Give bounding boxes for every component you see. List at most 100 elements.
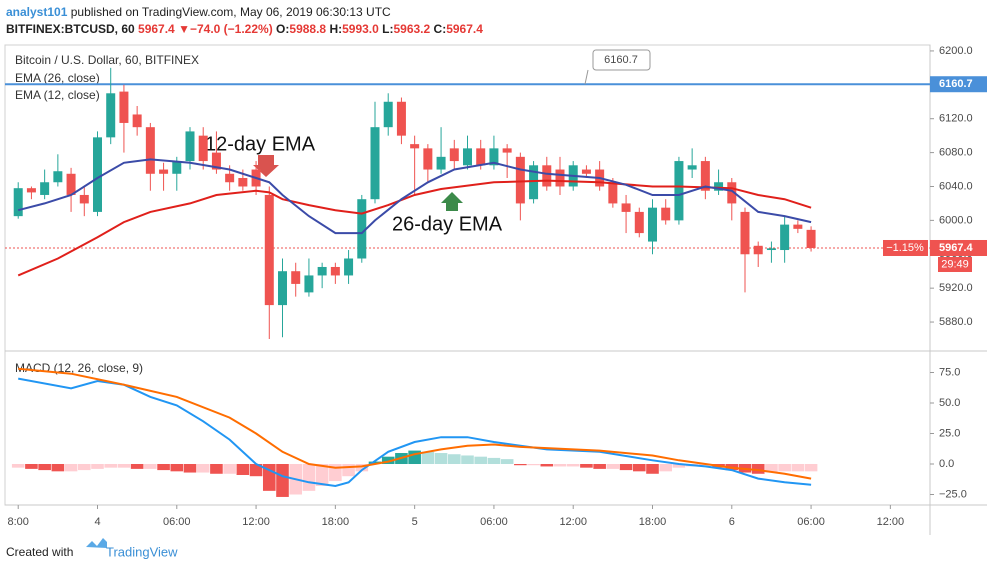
histogram-bar [368, 461, 382, 465]
histogram-bar [461, 455, 474, 465]
candle-body [581, 169, 591, 174]
y-tick-label: 6040.0 [939, 180, 973, 192]
candle-body [370, 127, 380, 200]
histogram-bar [276, 464, 289, 497]
histogram-bar [619, 464, 633, 471]
line-series [17, 158, 812, 235]
y-tick-label: 25.0 [939, 427, 960, 439]
hline-badge [930, 76, 987, 93]
x-tick-label: 12:00 [559, 516, 587, 528]
candle-body [225, 173, 235, 183]
candle-body [211, 152, 221, 170]
y-tick-label: −25.0 [939, 488, 967, 500]
candle-body [238, 178, 248, 187]
candle-body [714, 182, 724, 191]
candle-body [396, 101, 406, 136]
y-tick-label: 6000.0 [939, 214, 973, 226]
histogram-bar [514, 464, 527, 466]
change-badge [883, 239, 928, 256]
candle-body [410, 144, 420, 149]
candle-body [661, 207, 671, 221]
header-line: analyst101 published on TradingView.com,… [6, 5, 391, 19]
candle-body [132, 114, 142, 128]
candle-body [13, 188, 23, 217]
candle-body [423, 148, 433, 170]
y-tick-label: 5880.0 [939, 316, 973, 328]
annotation: 26-day EMA [392, 213, 503, 235]
histogram-bar [117, 464, 131, 468]
histogram-bar [236, 464, 250, 475]
histogram-bar [381, 456, 395, 465]
footer-created: Created with [6, 545, 73, 559]
published: published on TradingView.com, May 06, 20… [70, 5, 391, 19]
histogram-bar [91, 464, 104, 469]
x-tick-label: 8:00 [8, 516, 29, 528]
candle-body [317, 266, 327, 276]
candle-body [40, 182, 50, 195]
histogram-bar [566, 464, 580, 467]
histogram-bar [183, 464, 197, 473]
histogram-bar [25, 464, 38, 469]
candle-body [780, 224, 790, 251]
x-tick-label: 18:00 [639, 516, 667, 528]
plot-frame [4, 44, 931, 506]
candle-body [185, 131, 195, 162]
histogram-bar [196, 464, 210, 473]
candle-body [529, 165, 539, 200]
author: analyst101 [6, 5, 68, 19]
brand-logo [86, 538, 107, 548]
histogram-bar [632, 464, 646, 472]
histogram-bar [130, 464, 144, 469]
candle-body [740, 211, 750, 255]
candle-body [476, 148, 486, 166]
histogram-bar [38, 464, 51, 471]
histogram-bar [646, 464, 659, 474]
candle-body [687, 165, 697, 170]
change-label: −1.15% [886, 242, 924, 254]
histogram-bar [791, 464, 805, 472]
legend-entry: EMA (12, close) [15, 88, 100, 102]
candle-body [489, 148, 499, 166]
high: 5993.0 [342, 22, 379, 36]
macd-title: MACD (12, 26, close, 9) [15, 361, 143, 375]
histogram-bar [355, 464, 369, 472]
hline-callout-label: 6160.7 [604, 54, 638, 66]
candle-body [330, 266, 340, 276]
histogram-bar [778, 464, 791, 472]
histogram-bar [315, 464, 329, 486]
histogram-bar [447, 454, 461, 465]
histogram-bar [302, 464, 316, 491]
x-tick-label: 12:00 [242, 516, 270, 528]
countdown-label: 29:49 [941, 258, 969, 270]
o-label: O: [276, 22, 290, 36]
histogram-bar [223, 464, 236, 474]
line-series [17, 179, 812, 277]
price: 5967.4 [138, 22, 175, 36]
y-tick-label: 0.0 [939, 458, 954, 470]
histogram-bar [487, 457, 501, 465]
x-tick-label: 6 [729, 516, 735, 528]
c-label: C: [433, 22, 447, 36]
x-tick-label: 5 [412, 516, 418, 528]
countdown-badge [938, 256, 972, 272]
y-tick-label: 6200.0 [939, 45, 973, 57]
histogram-bar [64, 464, 78, 472]
histogram-bar [672, 464, 686, 468]
candle-body [806, 229, 816, 248]
x-tick-label: 4 [94, 516, 100, 528]
histogram-bar [51, 464, 65, 472]
candle-body [159, 169, 169, 174]
histogram-bar [580, 464, 593, 468]
x-tick-label: 12:00 [877, 516, 905, 528]
candle-body [766, 248, 776, 251]
candle-body [555, 169, 565, 187]
histogram-bar [804, 464, 818, 472]
histogram-bar [765, 464, 778, 473]
candle-body [515, 156, 525, 204]
candle-body [93, 137, 102, 212]
candle-body [172, 161, 182, 174]
histogram-bar [104, 464, 118, 468]
x-tick-label: 06:00 [480, 516, 508, 528]
histogram-bar [210, 464, 223, 474]
candle-body [304, 275, 314, 293]
